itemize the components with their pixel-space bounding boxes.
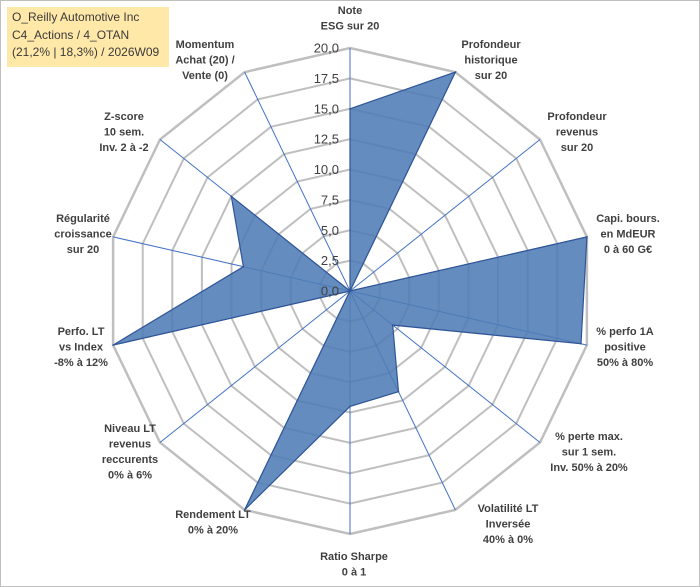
series-point-9 <box>243 509 246 511</box>
radar-series <box>112 71 588 511</box>
axis-label-line: Momentum <box>176 39 235 51</box>
axis-label-line: Rendement LT <box>175 509 251 521</box>
axis-label-8: Ratio Sharpe 0 à 1 <box>320 551 388 579</box>
tick-label-3: 7,5 <box>321 192 339 207</box>
spoke-14 <box>244 71 351 292</box>
axis-label-line: Niveau LT <box>104 423 156 435</box>
tick-label-6: 15,0 <box>314 101 339 116</box>
series-point-2 <box>454 71 457 73</box>
axis-label-9: Rendement LT 0% à 20% <box>175 509 251 537</box>
axis-label-line: 50% à 80% <box>597 357 653 369</box>
axis-label-line: % perfo 1A <box>596 326 654 338</box>
axis-label-1: Note ESG sur 20 <box>321 5 380 33</box>
axis-label-5: % perfo 1A positive 50% à 80% <box>596 326 654 369</box>
series-point-8 <box>349 405 351 408</box>
axis-label-line: vs Index <box>59 342 104 354</box>
series-point-13 <box>230 195 233 198</box>
axis-label-line: Achat (20) / <box>175 55 234 67</box>
tick-label-7: 17,5 <box>314 71 339 86</box>
axis-label-line: Inversée <box>486 519 531 531</box>
axis-label-13: Z-score 10 sem. Inv. 2 à -2 <box>99 111 148 154</box>
radar-tick-labels: 0,0 2,5 5,0 7,5 10,0 12,5 15,0 17,5 20,0 <box>314 41 339 299</box>
axis-label-line: 10 sem. <box>104 127 144 139</box>
tick-label-2: 5,0 <box>321 223 339 238</box>
axis-label-3: Profondeur revenus sur 20 <box>547 111 607 154</box>
axis-label-12: Régularité croissance sur 20 <box>54 213 111 256</box>
radar-axis-labels: Note ESG sur 20 Profondeur historique sur 20… <box>54 5 660 579</box>
axis-label-line: Régularité <box>56 213 110 225</box>
series-point-12 <box>242 265 245 268</box>
axis-label-line: sur 20 <box>475 70 507 82</box>
series-point-5 <box>580 342 582 345</box>
axis-label-line: Vente (0) <box>182 70 228 82</box>
chart-title-box: O_Reilly Automotive Inc C4_Actions / 4_O… <box>7 7 169 67</box>
series-point-6 <box>391 324 394 326</box>
series-point-11 <box>112 344 114 346</box>
series-point-14 <box>349 290 351 292</box>
axis-label-line: Capi. bours. <box>596 213 660 225</box>
axis-label-line: 0 à 1 <box>342 567 366 579</box>
axis-label-line: Perfo. LT <box>58 326 105 338</box>
axis-label-line: croissance <box>54 229 111 241</box>
axis-label-line: sur 1 sem. <box>562 447 616 459</box>
axis-label-line: sur 20 <box>67 244 99 256</box>
spoke-3 <box>349 139 541 292</box>
axis-label-10: Niveau LT revenus reccurents 0% à 6% <box>102 423 158 482</box>
axis-label-line: historique <box>464 55 517 67</box>
tick-label-0: 0,0 <box>321 284 339 299</box>
axis-label-line: % perte max. <box>555 431 623 443</box>
axis-label-11: Perfo. LT vs Index -8% à 12% <box>54 326 108 369</box>
title-line-3: (21,2% | 18,3%) / 2026W09 <box>12 45 160 59</box>
axis-label-line: positive <box>604 342 646 354</box>
axis-label-line: 0% à 6% <box>108 470 152 482</box>
axis-label-line: ESG sur 20 <box>321 21 380 33</box>
axis-label-line: Z-score <box>104 111 144 123</box>
axis-label-line: Profondeur <box>461 39 521 51</box>
axis-label-line: en MdEUR <box>601 229 656 241</box>
series-point-4 <box>586 236 588 238</box>
axis-label-7: Volatilité LT Inversée 40% à 0% <box>478 503 539 546</box>
axis-label-line: Ratio Sharpe <box>320 551 388 563</box>
title-line-1: O_Reilly Automotive Inc <box>12 10 140 24</box>
axis-label-line: revenus <box>109 439 151 451</box>
axis-label-6: % perte max. sur 1 sem. Inv. 50% à 20% <box>550 431 628 474</box>
axis-label-line: Profondeur <box>547 111 607 123</box>
axis-label-line: 0 à 60 G€ <box>604 244 652 256</box>
axis-label-line: 40% à 0% <box>483 534 533 546</box>
axis-label-line: -8% à 12% <box>54 357 108 369</box>
series-point-1 <box>349 108 351 110</box>
axis-label-line: Inv. 2 à -2 <box>99 142 148 154</box>
axis-label-line: revenus <box>556 127 598 139</box>
axis-label-line: 0% à 20% <box>188 525 238 537</box>
tick-label-1: 2,5 <box>321 253 339 268</box>
axis-label-line: sur 20 <box>561 142 593 154</box>
axis-label-line: Inv. 50% à 20% <box>550 462 628 474</box>
axis-label-line: Volatilité LT <box>478 503 539 515</box>
series-point-7 <box>397 390 400 393</box>
axis-label-2: Profondeur historique sur 20 <box>461 39 521 82</box>
axis-label-line: reccurents <box>102 454 158 466</box>
axis-label-line: Note <box>338 5 362 17</box>
axis-label-14: Momentum Achat (20) / Vente (0) <box>175 39 234 82</box>
tick-label-5: 12,5 <box>314 132 339 147</box>
tick-label-8: 20,0 <box>314 41 339 56</box>
tick-label-4: 10,0 <box>314 162 339 177</box>
axis-label-4: Capi. bours. en MdEUR 0 à 60 G€ <box>596 213 660 256</box>
spoke-10 <box>159 290 351 443</box>
title-line-2: C4_Actions / 4_OTAN <box>12 27 130 42</box>
